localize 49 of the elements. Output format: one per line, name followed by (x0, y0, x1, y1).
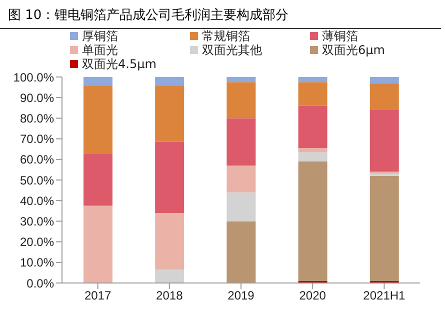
bar (298, 106, 328, 148)
bar (370, 176, 399, 281)
bar (226, 118, 256, 166)
y-tick-label: 20.0% (20, 235, 54, 250)
bar (83, 77, 112, 86)
bar (226, 166, 256, 192)
bar (226, 82, 256, 118)
bar (226, 192, 256, 222)
y-tick-label: 50.0% (20, 173, 54, 188)
y-tick-label: 0.0% (26, 276, 54, 290)
legend-label: 双面光其他 (202, 43, 262, 57)
y-tick-label: 60.0% (20, 152, 54, 167)
bar (155, 85, 184, 142)
legend-label: 双面光4.5μm (82, 57, 156, 71)
x-tick-label: 2021H1 (363, 288, 406, 303)
chart-title: 图 10：锂电铜箔产品成公司毛利润主要构成部分 (0, 0, 441, 29)
legend-label: 双面光6μm (322, 43, 385, 57)
y-tick-label: 100.0% (13, 70, 54, 84)
bar (83, 85, 112, 154)
y-tick-label: 10.0% (20, 256, 54, 270)
y-tick-label: 70.0% (20, 132, 54, 146)
bar (370, 77, 399, 84)
bar (298, 148, 328, 152)
bar (226, 77, 256, 82)
bar (155, 212, 184, 270)
x-tick-label: 2019 (228, 288, 255, 303)
x-tick-label: 2020 (299, 288, 326, 303)
bar (370, 83, 399, 110)
bar (155, 142, 184, 213)
legend-label: 单面光 (82, 43, 118, 57)
legend-label: 薄铜箔 (322, 29, 358, 43)
legend-label: 常规铜箔 (202, 29, 250, 43)
bar (155, 77, 184, 86)
bar (298, 77, 328, 82)
bar (226, 221, 256, 283)
bar (83, 206, 112, 283)
y-tick-label: 40.0% (20, 194, 54, 208)
y-tick-label: 30.0% (20, 214, 54, 228)
y-tick-label: 80.0% (20, 111, 54, 126)
bar (298, 82, 328, 106)
bar (155, 270, 184, 283)
x-tick-label: 2017 (84, 288, 112, 303)
y-tick-label: 90.0% (20, 90, 54, 105)
x-tick-label: 2018 (156, 288, 184, 303)
bar (298, 152, 328, 162)
bar (298, 161, 328, 281)
bar (83, 153, 112, 206)
bar (370, 110, 399, 172)
legend-label: 厚铜箔 (82, 29, 118, 43)
